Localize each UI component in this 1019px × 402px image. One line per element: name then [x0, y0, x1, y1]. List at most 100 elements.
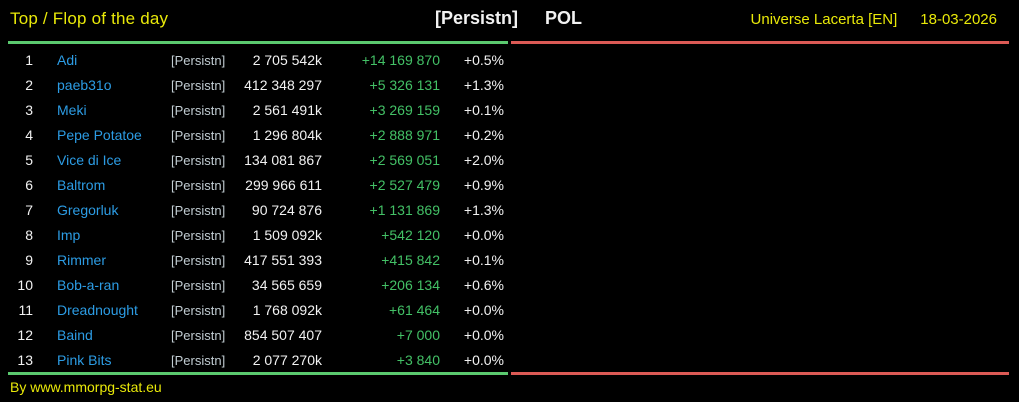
- alliance-tag-cell: [Persistn]: [171, 78, 226, 93]
- change-cell: +3 269 159: [369, 102, 440, 118]
- points-cell: 90 724 876: [251, 202, 322, 218]
- alliance-tag-cell: [Persistn]: [171, 103, 226, 118]
- alliance-tag-cell: [Persistn]: [171, 228, 226, 243]
- points-cell: 412 348 297: [244, 77, 322, 93]
- change-cell: +2 888 971: [369, 127, 440, 143]
- rank-cell: 7: [25, 202, 33, 218]
- points-cell: 2 077 270k: [252, 352, 322, 368]
- table-row: 2 paeb31o [Persistn] 412 348 297 +5 326 …: [0, 73, 508, 98]
- change-cell: +542 120: [381, 227, 440, 243]
- table-row: 9 Rimmer [Persistn] 417 551 393 +415 842…: [0, 248, 508, 273]
- player-name-link[interactable]: Gregorluk: [57, 202, 119, 218]
- points-cell: 854 507 407: [244, 327, 322, 343]
- date-label: 18-03-2026: [920, 11, 997, 28]
- rank-cell: 12: [17, 327, 33, 343]
- percent-cell: +0.0%: [463, 227, 504, 243]
- alliance-tag-cell: [Persistn]: [171, 178, 226, 193]
- points-cell: 417 551 393: [244, 252, 322, 268]
- rank-cell: 13: [17, 352, 33, 368]
- page-title: Top / Flop of the day: [10, 9, 169, 28]
- player-name-link[interactable]: Meki: [57, 102, 87, 118]
- percent-cell: +0.1%: [463, 102, 504, 118]
- rank-cell: 4: [25, 127, 33, 143]
- percent-cell: +1.3%: [463, 77, 504, 93]
- percent-cell: +0.0%: [463, 352, 504, 368]
- table-row: 5 Vice di Ice [Persistn] 134 081 867 +2 …: [0, 148, 508, 173]
- alliance-tag-cell: [Persistn]: [171, 303, 226, 318]
- alliance-tag-cell: [Persistn]: [171, 53, 226, 68]
- percent-cell: +1.3%: [463, 202, 504, 218]
- rank-cell: 6: [25, 177, 33, 193]
- change-cell: +2 569 051: [369, 152, 440, 168]
- universe-label: Universe Lacerta [EN]: [750, 11, 898, 28]
- change-cell: +5 326 131: [369, 77, 440, 93]
- player-name-link[interactable]: Rimmer: [57, 252, 106, 268]
- top-divider-red: [511, 41, 1009, 44]
- percent-cell: +0.0%: [463, 327, 504, 343]
- rank-cell: 2: [25, 77, 33, 93]
- points-cell: 2 705 542k: [252, 52, 322, 68]
- rank-cell: 3: [25, 102, 33, 118]
- table-row: 3 Meki [Persistn] 2 561 491k +3 269 159 …: [0, 98, 508, 123]
- change-cell: +415 842: [381, 252, 440, 268]
- alliance-tag-cell: [Persistn]: [171, 253, 226, 268]
- bottom-divider-green: [8, 372, 508, 375]
- points-cell: 299 966 611: [245, 177, 322, 193]
- header-right-group: Universe Lacerta [EN] 18-03-2026: [751, 11, 997, 28]
- percent-cell: +0.2%: [463, 127, 504, 143]
- percent-cell: +2.0%: [463, 152, 504, 168]
- player-name-link[interactable]: Vice di Ice: [57, 152, 122, 168]
- change-cell: +2 527 479: [369, 177, 440, 193]
- points-cell: 1 768 092k: [252, 302, 322, 318]
- change-cell: +206 134: [381, 277, 440, 293]
- player-name-link[interactable]: Adi: [57, 52, 78, 68]
- leaderboard-table: 1 Adi [Persistn] 2 705 542k +14 169 870 …: [0, 48, 508, 373]
- points-cell: 134 081 867: [244, 152, 322, 168]
- alliance-tag-cell: [Persistn]: [171, 353, 226, 368]
- player-name-link[interactable]: Baind: [57, 327, 93, 343]
- table-row: 13 Pink Bits [Persistn] 2 077 270k +3 84…: [0, 348, 508, 373]
- rank-cell: 5: [25, 152, 33, 168]
- alliance-tag-cell: [Persistn]: [171, 203, 226, 218]
- change-cell: +14 169 870: [361, 52, 440, 68]
- percent-cell: +0.1%: [463, 252, 504, 268]
- top-divider-green: [8, 41, 508, 44]
- flop-panel-empty: [511, 44, 1009, 372]
- country-label: POL: [545, 8, 583, 28]
- alliance-tag-cell: [Persistn]: [171, 128, 226, 143]
- player-name-link[interactable]: Imp: [57, 227, 81, 243]
- points-cell: 1 296 804k: [252, 127, 322, 143]
- player-name-link[interactable]: Bob-a-ran: [57, 277, 120, 293]
- alliance-tag-cell: [Persistn]: [171, 278, 226, 293]
- table-row: 4 Pepe Potatoe [Persistn] 1 296 804k +2 …: [0, 123, 508, 148]
- points-cell: 1 509 092k: [252, 227, 322, 243]
- percent-cell: +0.6%: [463, 277, 504, 293]
- bottom-divider-red: [511, 372, 1009, 375]
- percent-cell: +0.0%: [463, 302, 504, 318]
- rank-cell: 10: [17, 277, 33, 293]
- points-cell: 34 565 659: [251, 277, 322, 293]
- alliance-tag-cell: [Persistn]: [171, 328, 226, 343]
- change-cell: +61 464: [389, 302, 440, 318]
- change-cell: +3 840: [396, 352, 440, 368]
- percent-cell: +0.9%: [463, 177, 504, 193]
- change-cell: +7 000: [396, 327, 440, 343]
- change-cell: +1 131 869: [369, 202, 440, 218]
- rank-cell: 11: [18, 302, 33, 318]
- rank-cell: 8: [25, 227, 33, 243]
- player-name-link[interactable]: paeb31o: [57, 77, 112, 93]
- player-name-link[interactable]: Pepe Potatoe: [57, 127, 142, 143]
- site-credit-link[interactable]: By www.mmorpg-stat.eu: [10, 379, 162, 395]
- table-row: 11 Dreadnought [Persistn] 1 768 092k +61…: [0, 298, 508, 323]
- player-name-link[interactable]: Dreadnought: [57, 302, 138, 318]
- player-name-link[interactable]: Baltrom: [57, 177, 106, 193]
- table-row: 7 Gregorluk [Persistn] 90 724 876 +1 131…: [0, 198, 508, 223]
- table-row: 1 Adi [Persistn] 2 705 542k +14 169 870 …: [0, 48, 508, 73]
- player-name-link[interactable]: Pink Bits: [57, 352, 112, 368]
- table-row: 8 Imp [Persistn] 1 509 092k +542 120 +0.…: [0, 223, 508, 248]
- points-cell: 2 561 491k: [252, 102, 322, 118]
- percent-cell: +0.5%: [463, 52, 504, 68]
- table-row: 12 Baind [Persistn] 854 507 407 +7 000 +…: [0, 323, 508, 348]
- table-row: 6 Baltrom [Persistn] 299 966 611 +2 527 …: [0, 173, 508, 198]
